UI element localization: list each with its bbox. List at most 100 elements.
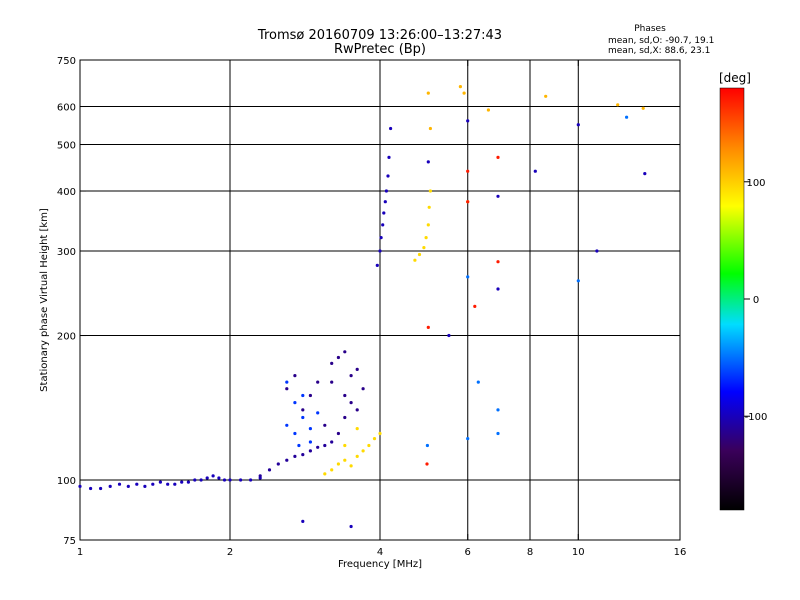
data-point <box>378 249 382 253</box>
data-point <box>387 155 391 159</box>
data-point <box>293 431 297 436</box>
data-point <box>99 486 103 491</box>
x-tick-label: 10 <box>572 547 585 558</box>
data-point <box>323 423 327 427</box>
data-point <box>349 464 353 468</box>
data-point <box>496 260 500 264</box>
data-point <box>476 380 480 384</box>
data-point <box>108 484 112 488</box>
data-point <box>308 449 312 453</box>
data-point <box>151 482 155 486</box>
data-point <box>285 380 289 384</box>
chart-subtitle: RwPretec (Bp) <box>334 42 426 57</box>
y-tick-label: 200 <box>57 332 76 343</box>
data-point <box>378 431 382 436</box>
data-point <box>336 431 340 436</box>
data-point <box>428 126 432 131</box>
y-tick-label: 500 <box>57 141 76 152</box>
data-point <box>199 478 203 482</box>
data-point <box>486 108 490 112</box>
data-point <box>426 91 430 95</box>
data-point <box>301 415 305 420</box>
data-point <box>166 482 170 486</box>
x-tick-label: 6 <box>465 547 471 558</box>
data-point <box>355 454 359 458</box>
x-tick-label: 16 <box>674 547 687 558</box>
grid-lines <box>80 60 680 540</box>
data-point <box>239 478 243 482</box>
data-point <box>426 223 430 227</box>
y-tick-label: 750 <box>57 56 76 67</box>
data-point <box>466 169 470 173</box>
data-point <box>222 478 227 482</box>
data-point <box>496 194 500 198</box>
data-point <box>389 126 393 131</box>
data-point <box>379 236 383 240</box>
data-point <box>343 350 347 354</box>
data-point <box>330 468 334 472</box>
data-point <box>381 223 385 227</box>
data-point <box>117 482 122 486</box>
data-point <box>143 484 147 488</box>
data-point <box>384 189 388 193</box>
colorbar-tick-label: -100 <box>745 412 768 423</box>
data-point <box>343 458 347 462</box>
data-point <box>641 106 645 110</box>
data-point <box>413 258 417 262</box>
data-point <box>643 172 647 176</box>
data-point <box>285 423 289 427</box>
data-point <box>186 480 190 484</box>
data-point <box>576 123 580 127</box>
x-tick-label: 1 <box>77 547 83 558</box>
y-tick-label: 75 <box>63 536 76 547</box>
data-point <box>173 482 177 486</box>
data-point <box>126 484 130 488</box>
data-point <box>417 252 422 257</box>
data-point <box>466 275 470 279</box>
x-axis-label: Frequency [MHz] <box>338 559 422 570</box>
data-point <box>301 393 305 398</box>
data-point <box>301 408 305 412</box>
data-point <box>428 189 432 193</box>
data-point <box>330 380 334 384</box>
data-point <box>426 160 430 164</box>
data-point <box>301 519 305 524</box>
data-point <box>330 440 334 444</box>
data-point <box>616 103 620 107</box>
data-point <box>308 393 312 398</box>
phase-mean-o: mean, sd,O: -90.7, 19.1 <box>608 36 714 46</box>
data-point <box>308 427 312 431</box>
colorbar <box>720 88 744 510</box>
data-point <box>386 174 390 178</box>
data-point <box>473 304 477 308</box>
colorbar-ticks: 100 0 -100 <box>744 178 767 423</box>
data-point <box>361 449 365 453</box>
data-point <box>355 427 359 431</box>
data-point <box>205 476 209 480</box>
data-point <box>533 169 537 173</box>
axis-ticks: 1 2 4 6 8 10 16 75 100 200 300 400 500 600 750 <box>57 56 686 558</box>
data-point <box>375 263 379 267</box>
y-tick-label: 400 <box>57 187 76 198</box>
data-point <box>211 474 215 478</box>
data-point <box>330 361 334 365</box>
data-point <box>349 401 353 405</box>
y-tick-label: 600 <box>57 103 76 114</box>
data-point <box>249 478 253 482</box>
data-point <box>158 480 162 484</box>
data-point <box>267 468 272 472</box>
data-point <box>343 393 347 398</box>
x-tick-label: 2 <box>227 547 233 558</box>
data-point <box>285 387 289 391</box>
data-point <box>258 474 262 478</box>
y-tick-label: 300 <box>57 247 76 258</box>
data-point <box>447 333 451 338</box>
data-point <box>193 478 197 482</box>
data-point <box>217 476 221 480</box>
data-point <box>466 200 470 204</box>
data-point <box>361 387 365 391</box>
data-point <box>367 443 371 448</box>
data-point <box>382 211 386 215</box>
data-point <box>78 484 82 488</box>
